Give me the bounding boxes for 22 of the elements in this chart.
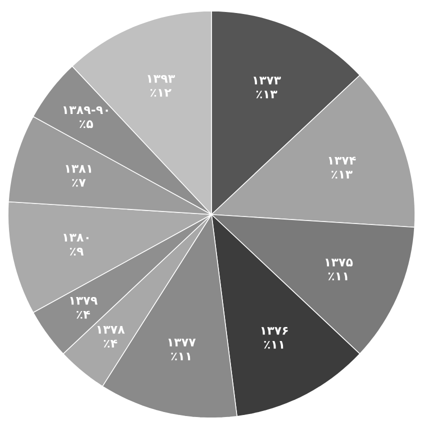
slice-label: ۱۳۷۸	[97, 326, 125, 334]
data-label: ٪۱۳	[332, 170, 352, 178]
data-label: ٪۱۱	[171, 352, 190, 360]
slice-label: ۱۳۷۳	[254, 76, 281, 84]
data-label: ٪۱۱	[328, 272, 348, 280]
data-label: ٪۷	[72, 179, 86, 187]
data-label: ٪۹	[70, 248, 84, 256]
slice-label: ۱۳۷۶	[261, 326, 288, 335]
slice-label: ۱۳۹۳	[148, 75, 175, 83]
data-label: ٪۵	[80, 120, 94, 128]
slice-label: ۱۳۸۹-۹۰	[63, 106, 108, 114]
data-label: ٪۴	[76, 310, 90, 319]
slice-label: ۱۳۸۰	[64, 234, 88, 242]
slice-label: ۱۳۷۷	[168, 338, 196, 346]
slice-label: ۱۳۷۵	[326, 258, 353, 266]
data-label: ٪۴	[104, 340, 118, 348]
slice-label: ۱۳۷۴	[328, 156, 356, 165]
data-label: ٪۱۱	[264, 341, 284, 349]
slice-label: ۱۳۸۱	[66, 165, 92, 173]
slice-label: ۱۳۷۹	[70, 297, 98, 305]
data-label: ٪۱۳	[256, 90, 278, 98]
data-label: ٪۱۲	[150, 89, 172, 97]
